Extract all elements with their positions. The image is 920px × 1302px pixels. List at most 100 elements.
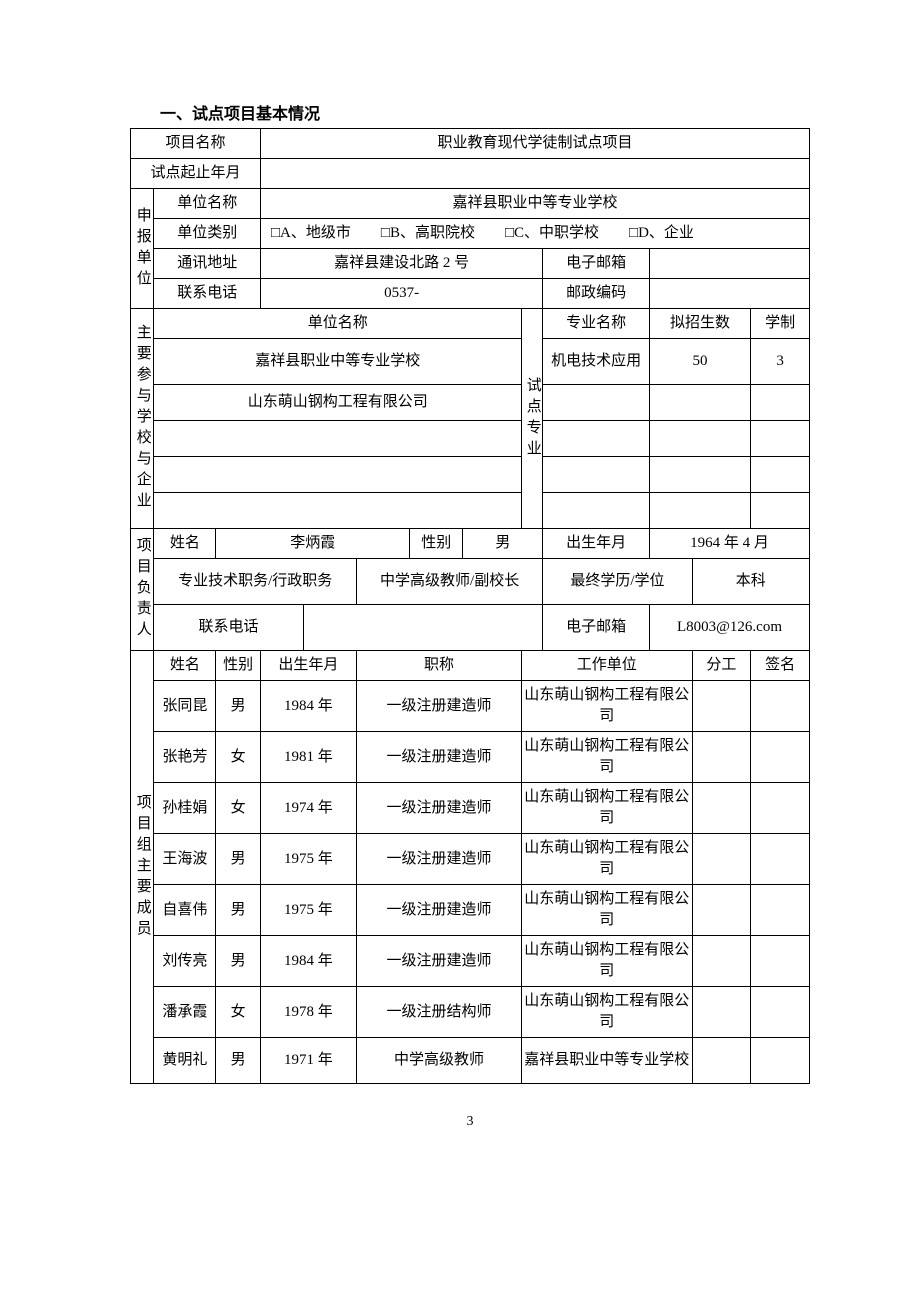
table-row: 王海波 男 1975 年 一级注册建造师 山东萌山钢构工程有限公司 <box>131 834 810 885</box>
m-birth-label: 出生年月 <box>260 651 356 681</box>
p-unit-name-label: 单位名称 <box>154 309 522 339</box>
table-row: 潘承霞 女 1978 年 一级注册结构师 山东萌山钢构工程有限公司 <box>131 987 810 1038</box>
leader-label: 项目负责人 <box>131 529 154 651</box>
empty-cell <box>543 385 650 421</box>
table-row: 孙桂娟 女 1974 年 一级注册建造师 山东萌山钢构工程有限公司 <box>131 783 810 834</box>
m-gender-label: 性别 <box>216 651 261 681</box>
member-unit: 山东萌山钢构工程有限公司 <box>522 885 693 936</box>
table-row: 黄明礼 男 1971 年 中学高级教师 嘉祥县职业中等专业学校 <box>131 1038 810 1084</box>
unit-type-label: 单位类别 <box>154 219 261 249</box>
unit-name-label: 单位名称 <box>154 189 261 219</box>
m-sign-label: 签名 <box>751 651 810 681</box>
applicant-unit-label: 申报单位 <box>131 189 154 309</box>
member-unit: 山东萌山钢构工程有限公司 <box>522 783 693 834</box>
leader-phone-value <box>303 605 543 651</box>
member-unit: 山东萌山钢构工程有限公司 <box>522 987 693 1038</box>
empty-cell <box>154 457 522 493</box>
member-title: 一级注册建造师 <box>356 732 521 783</box>
p-years-label: 学制 <box>751 309 810 339</box>
member-sign <box>751 834 810 885</box>
member-name: 孙桂娟 <box>154 783 216 834</box>
member-unit: 山东萌山钢构工程有限公司 <box>522 732 693 783</box>
p-row1-years: 3 <box>751 339 810 385</box>
unit-name-value: 嘉祥县职业中等专业学校 <box>260 189 809 219</box>
participants-label: 主要参与学校与企业 <box>131 309 154 529</box>
p-row1-unit: 嘉祥县职业中等专业学校 <box>154 339 522 385</box>
member-gender: 男 <box>216 681 261 732</box>
empty-cell <box>543 421 650 457</box>
postcode-value <box>649 279 809 309</box>
member-role <box>692 732 751 783</box>
leader-title: 中学高级教师/副校长 <box>356 559 542 605</box>
member-name: 王海波 <box>154 834 216 885</box>
member-gender: 女 <box>216 987 261 1038</box>
member-sign <box>751 885 810 936</box>
empty-cell <box>649 457 750 493</box>
member-sign <box>751 1038 810 1084</box>
member-gender: 男 <box>216 1038 261 1084</box>
member-gender: 男 <box>216 834 261 885</box>
p-row2-unit: 山东萌山钢构工程有限公司 <box>154 385 522 421</box>
pilot-period-label: 试点起止年月 <box>131 159 261 189</box>
gender-label: 性别 <box>410 529 463 559</box>
empty-cell <box>543 457 650 493</box>
member-name: 刘传亮 <box>154 936 216 987</box>
email-value <box>649 249 809 279</box>
member-sign <box>751 783 810 834</box>
member-role <box>692 681 751 732</box>
m-unit-label: 工作单位 <box>522 651 693 681</box>
m-name-label: 姓名 <box>154 651 216 681</box>
member-birth: 1978 年 <box>260 987 356 1038</box>
member-title: 一级注册建造师 <box>356 834 521 885</box>
member-sign <box>751 732 810 783</box>
member-title: 一级注册建造师 <box>356 936 521 987</box>
empty-cell <box>154 421 522 457</box>
member-title: 一级注册结构师 <box>356 987 521 1038</box>
address-value: 嘉祥县建设北路 2 号 <box>260 249 542 279</box>
page-number: 3 <box>130 1114 810 1130</box>
member-birth: 1975 年 <box>260 885 356 936</box>
project-name-value: 职业教育现代学徒制试点项目 <box>260 129 809 159</box>
empty-cell <box>751 457 810 493</box>
empty-cell <box>154 493 522 529</box>
member-title: 一级注册建造师 <box>356 885 521 936</box>
empty-cell <box>543 493 650 529</box>
form-table: 项目名称 职业教育现代学徒制试点项目 试点起止年月 申报单位 单位名称 嘉祥县职… <box>130 128 810 1084</box>
section-title: 一、试点项目基本情况 <box>130 100 810 124</box>
member-name: 潘承霞 <box>154 987 216 1038</box>
table-row: 张艳芳 女 1981 年 一级注册建造师 山东萌山钢构工程有限公司 <box>131 732 810 783</box>
title-label: 专业技术职务/行政职务 <box>154 559 356 605</box>
p-major-label: 专业名称 <box>543 309 650 339</box>
member-title: 一级注册建造师 <box>356 783 521 834</box>
member-unit: 山东萌山钢构工程有限公司 <box>522 834 693 885</box>
p-enroll-label: 拟招生数 <box>649 309 750 339</box>
member-birth: 1974 年 <box>260 783 356 834</box>
table-row: 张同昆 男 1984 年 一级注册建造师 山东萌山钢构工程有限公司 <box>131 681 810 732</box>
pilot-period-value <box>260 159 809 189</box>
members-label: 项目组主要成员 <box>131 651 154 1084</box>
member-birth: 1981 年 <box>260 732 356 783</box>
member-role <box>692 1038 751 1084</box>
member-name: 黄明礼 <box>154 1038 216 1084</box>
member-unit: 嘉祥县职业中等专业学校 <box>522 1038 693 1084</box>
document-page: 一、试点项目基本情况 项目名称 职业教育现代学徒制试点项目 试点起止年月 申报单… <box>0 0 920 1170</box>
leader-gender: 男 <box>463 529 543 559</box>
phone-value: 0537- <box>260 279 542 309</box>
member-role <box>692 936 751 987</box>
member-birth: 1975 年 <box>260 834 356 885</box>
postcode-label: 邮政编码 <box>543 279 650 309</box>
name-label: 姓名 <box>154 529 216 559</box>
empty-cell <box>649 385 750 421</box>
member-role <box>692 885 751 936</box>
member-sign <box>751 681 810 732</box>
member-birth: 1971 年 <box>260 1038 356 1084</box>
m-title-label: 职称 <box>356 651 521 681</box>
address-label: 通讯地址 <box>154 249 261 279</box>
degree-label: 最终学历/学位 <box>543 559 692 605</box>
empty-cell <box>649 493 750 529</box>
birth-label: 出生年月 <box>543 529 650 559</box>
member-unit: 山东萌山钢构工程有限公司 <box>522 681 693 732</box>
p-row1-major: 机电技术应用 <box>543 339 650 385</box>
member-gender: 男 <box>216 885 261 936</box>
member-name: 张艳芳 <box>154 732 216 783</box>
